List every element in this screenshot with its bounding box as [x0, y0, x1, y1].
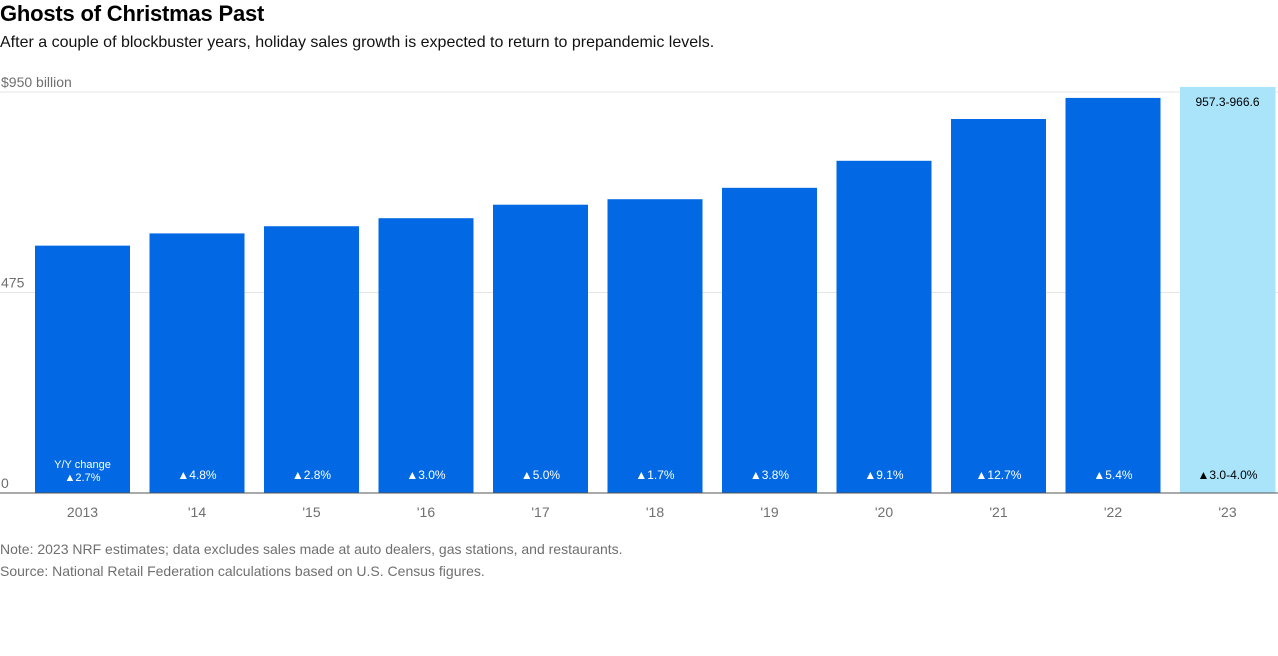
change-label: ▲2.8% [292, 468, 332, 482]
bar [607, 199, 703, 494]
change-label: ▲1.7% [635, 468, 675, 482]
x-tick-label: '20 [875, 504, 893, 520]
x-tick-label: '19 [760, 504, 778, 520]
x-tick-label: '14 [188, 504, 206, 520]
x-tick-label: '21 [989, 504, 1007, 520]
estimate-range-label: 957.3-966.6 [1195, 95, 1259, 109]
change-label: ▲5.0% [521, 468, 561, 482]
x-tick-label: '18 [646, 504, 664, 520]
x-tick-label: '23 [1218, 504, 1236, 520]
change-label: ▲5.4% [1093, 468, 1133, 482]
change-label: ▲3.0-4.0% [1198, 468, 1258, 482]
bar [1065, 97, 1161, 493]
y-tick-label: $950 billion [1, 74, 72, 90]
change-label: ▲4.8% [177, 468, 217, 482]
x-tick-label: '22 [1104, 504, 1122, 520]
change-label: ▲3.8% [750, 468, 790, 482]
bar [378, 218, 474, 493]
x-tick-label: 2013 [67, 504, 98, 520]
x-tick-label: '16 [417, 504, 435, 520]
change-header-label: Y/Y change [54, 459, 111, 471]
bar [951, 119, 1046, 493]
x-axis-labels: 2013 '14 '15 '16 '17 '18 '19 '20 '21 '22 '23 [67, 504, 1237, 520]
chart-subtitle: After a couple of blockbuster years, hol… [0, 34, 715, 51]
bar [264, 226, 359, 493]
bar [149, 233, 245, 493]
chart-note: Note: 2023 NRF estimates; data excludes … [0, 541, 623, 557]
change-label: ▲3.0% [406, 468, 446, 482]
y-tick-label: 475 [1, 275, 25, 291]
bar [493, 204, 588, 494]
x-tick-label: '15 [302, 504, 320, 520]
bar-estimate-2023 [1180, 86, 1276, 493]
bar [836, 160, 932, 493]
x-tick-label: '17 [531, 504, 549, 520]
chart-title: Ghosts of Christmas Past [0, 1, 265, 26]
chart-source: Source: National Retail Federation calcu… [0, 563, 485, 579]
y-tick-label: 0 [1, 475, 9, 491]
bar [35, 245, 130, 493]
change-label: ▲9.1% [864, 468, 904, 482]
bar [722, 187, 817, 493]
change-label: ▲12.7% [976, 468, 1022, 482]
change-label: ▲2.7% [65, 472, 101, 484]
change-labels: Y/Y change▲2.7% ▲4.8% ▲2.8% ▲3.0% ▲5.0% ▲1.7%… [54, 95, 1260, 484]
bars [35, 86, 1276, 494]
bar-chart: 0 475 $950 billion Y/Y change▲2.7% ▲4.8% ▲2.… [0, 74, 1278, 520]
y-axis-labels: 0 475 $950 billion [1, 74, 72, 491]
